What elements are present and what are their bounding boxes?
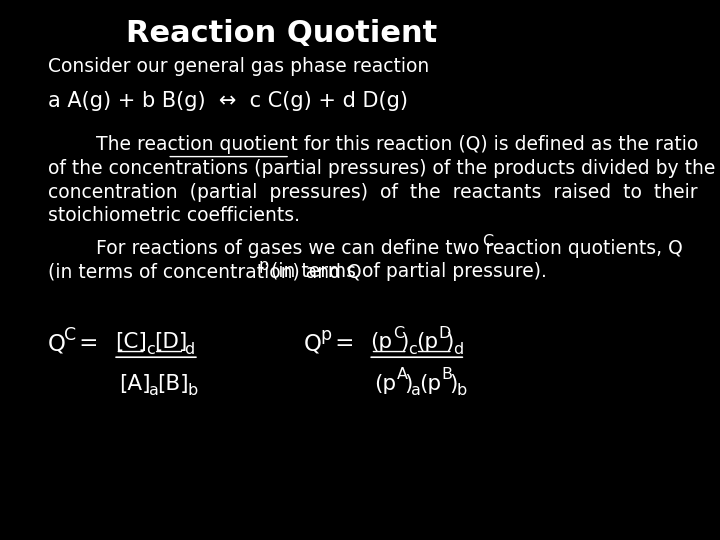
Text: (in terms of concentration) and Q: (in terms of concentration) and Q [48,262,361,281]
Text: [A]: [A] [119,374,150,394]
Text: ): ) [404,374,412,394]
Text: Consider our general gas phase reaction: Consider our general gas phase reaction [48,57,429,76]
Text: A: A [397,367,408,382]
Text: (in terms of partial pressure).: (in terms of partial pressure). [265,262,546,281]
Text: d: d [453,342,463,357]
Text: ): ) [400,332,409,352]
Text: B: B [441,367,453,382]
Text: ): ) [449,374,457,394]
Text: [C]: [C] [115,332,148,352]
Text: =: = [71,332,98,355]
Text: (p: (p [374,374,396,394]
Text: ): ) [446,332,454,352]
Text: of the concentrations (partial pressures) of the products divided by the: of the concentrations (partial pressures… [48,159,715,178]
Text: c: c [408,342,416,357]
Text: b: b [187,383,198,399]
Text: b: b [456,383,467,399]
Text: stoichiometric coefficients.: stoichiometric coefficients. [48,206,300,225]
Text: p: p [320,326,331,343]
Text: C: C [63,326,76,343]
Text: Q: Q [48,332,66,355]
Text: D: D [438,326,451,341]
Text: =: = [328,332,354,355]
Text: concentration  (partial  pressures)  of  the  reactants  raised  to  their: concentration (partial pressures) of the… [48,183,698,201]
Text: (p: (p [371,332,392,352]
Text: For reactions of gases we can define two reaction quotients, Q: For reactions of gases we can define two… [48,239,683,258]
Text: The reaction quotient for this reaction (Q) is defined as the ratio: The reaction quotient for this reaction … [48,135,698,154]
Text: d: d [184,342,194,357]
Text: p: p [258,258,269,273]
Text: C: C [393,326,404,341]
Text: a A(g) + b B(g)  ↔  c C(g) + d D(g): a A(g) + b B(g) ↔ c C(g) + d D(g) [48,91,408,111]
Text: (p: (p [419,374,441,394]
Text: C: C [482,234,493,249]
Text: a: a [149,383,159,399]
Text: a: a [411,383,421,399]
Text: (p: (p [415,332,438,352]
Text: [D]: [D] [154,332,187,352]
Text: Reaction Quotient: Reaction Quotient [126,19,437,48]
Text: c: c [146,342,155,357]
Text: Q: Q [304,332,322,355]
Text: [B]: [B] [157,374,189,394]
